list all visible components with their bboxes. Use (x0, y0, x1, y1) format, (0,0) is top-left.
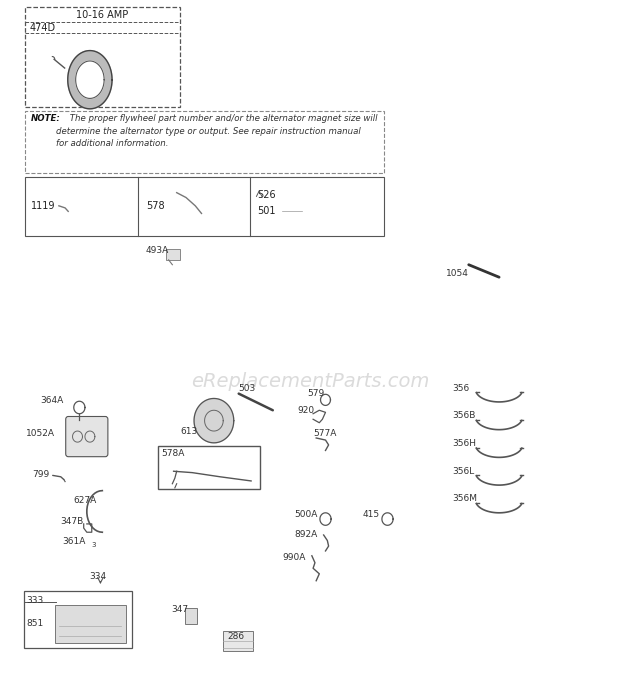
Text: 333: 333 (26, 596, 43, 605)
Text: 578A: 578A (161, 449, 185, 458)
Text: 474D: 474D (30, 24, 56, 33)
Text: 356B: 356B (453, 412, 476, 420)
Text: for additional information.: for additional information. (56, 139, 168, 148)
Text: 500A: 500A (294, 510, 318, 518)
Text: 920: 920 (298, 407, 315, 415)
Text: 526: 526 (257, 191, 276, 200)
Text: 3: 3 (92, 543, 96, 548)
Text: 627A: 627A (73, 496, 97, 505)
Text: 1054: 1054 (446, 270, 469, 278)
Text: 286: 286 (227, 632, 244, 640)
Text: 364A: 364A (40, 396, 64, 405)
Text: 361A: 361A (62, 538, 86, 546)
Text: 415: 415 (363, 510, 380, 518)
Bar (25, 177, 384, 236)
Text: 578: 578 (146, 201, 164, 211)
Bar (166, 249, 180, 260)
Text: 334: 334 (89, 572, 107, 581)
Text: 347: 347 (171, 606, 188, 614)
Text: 1052A: 1052A (26, 429, 55, 437)
Text: 356H: 356H (453, 439, 477, 448)
Bar (25, 7, 180, 107)
Text: The proper flywheel part number and/or the alternator magnet size will: The proper flywheel part number and/or t… (67, 114, 378, 123)
Bar (282, 203, 302, 218)
Text: 356M: 356M (453, 495, 477, 503)
Text: NOTE:: NOTE: (31, 114, 61, 123)
Text: 579: 579 (307, 389, 324, 398)
Text: 356: 356 (453, 384, 470, 392)
Text: eReplacementParts.com: eReplacementParts.com (191, 371, 429, 391)
Text: 577A: 577A (313, 430, 337, 438)
Bar (158, 446, 260, 489)
Bar (24, 591, 132, 648)
FancyBboxPatch shape (66, 416, 108, 457)
Text: 990A: 990A (282, 553, 306, 561)
Text: 1119: 1119 (31, 201, 56, 211)
Polygon shape (68, 51, 112, 109)
Text: determine the alternator type or output. See repair instruction manual: determine the alternator type or output.… (56, 127, 361, 136)
Bar (25, 111, 384, 173)
Text: 356L: 356L (453, 467, 475, 475)
Polygon shape (194, 398, 234, 443)
Text: 10-16 AMP: 10-16 AMP (76, 10, 128, 19)
Polygon shape (76, 61, 104, 98)
Text: 493A: 493A (146, 247, 169, 255)
Text: 613: 613 (180, 427, 198, 435)
Text: 851: 851 (26, 620, 43, 628)
Text: 503: 503 (239, 384, 256, 392)
Text: 799: 799 (32, 470, 50, 478)
Text: 501: 501 (257, 207, 276, 216)
Bar (55, 605, 126, 643)
Bar (223, 631, 253, 651)
Text: 347B: 347B (61, 517, 84, 525)
Bar (185, 608, 197, 624)
Text: 892A: 892A (294, 531, 317, 539)
